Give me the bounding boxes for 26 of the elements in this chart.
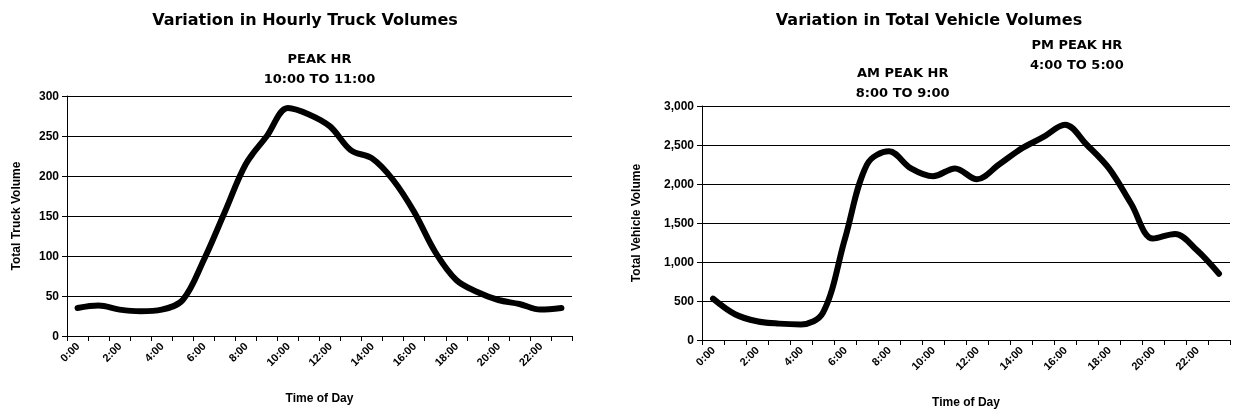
chart-title: Variation in Hourly Truck Volumes [152, 9, 458, 29]
y-tick-label: 1,500 [663, 216, 695, 230]
y-tick-label: 0 [687, 333, 695, 347]
x-tick-label: 0:00 [693, 343, 718, 368]
y-tick-label: 150 [38, 209, 60, 223]
y-axis-title: Total Truck Volume [9, 161, 23, 271]
y-tick-label: 300 [38, 89, 60, 103]
x-tick-label: 4:00 [141, 339, 166, 364]
x-axis-title: Time of Day [932, 395, 1001, 409]
y-tick-label: 3,000 [663, 99, 695, 113]
x-tick-label: 4:00 [781, 343, 806, 368]
x-axis-title: Time of Day [285, 391, 354, 405]
text: PM PEAK HR 4:00 TO 5:00 [1030, 36, 1124, 72]
y-tick-label: 100 [38, 249, 60, 263]
chart-title: Variation in Total Vehicle Volumes [775, 9, 1083, 29]
y-tick-label: 2,500 [663, 138, 695, 152]
y-tick-label: 1,000 [663, 255, 695, 269]
y-tick-label: 2,000 [663, 177, 695, 191]
y-tick-label: 250 [38, 129, 60, 143]
y-tick-label: 0 [52, 329, 60, 343]
y-tick-label: 50 [45, 289, 60, 303]
text: PEAK HR 10:00 TO 11:00 [263, 50, 376, 86]
y-axis-title: Total Vehicle Volume [629, 163, 643, 283]
y-tick-label: 500 [673, 294, 695, 308]
y-tick-label: 200 [38, 169, 60, 183]
text: AM PEAK HR 8:00 TO 9:00 [855, 64, 950, 100]
